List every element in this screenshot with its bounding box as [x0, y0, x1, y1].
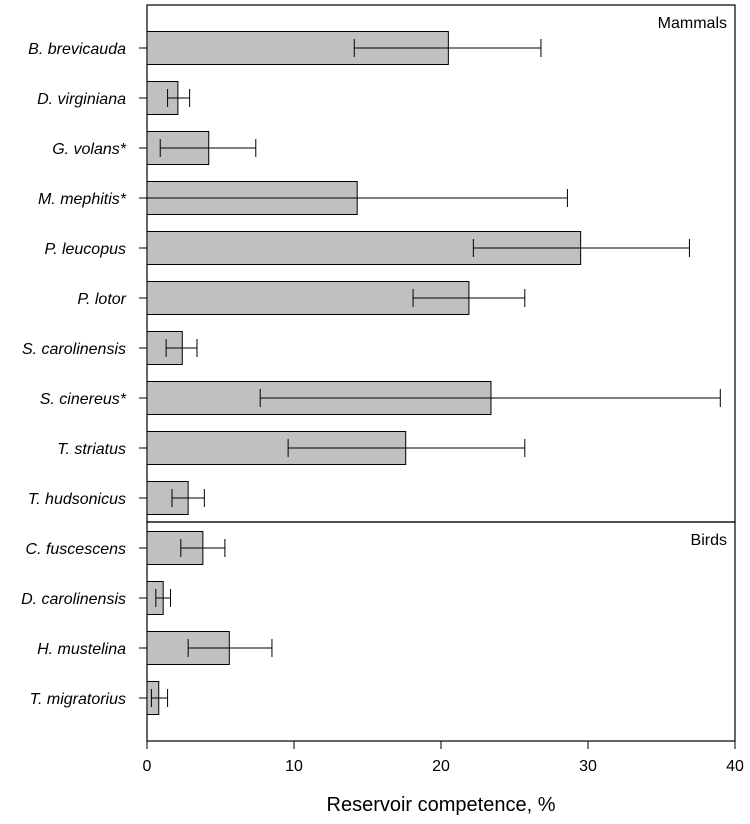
- panel-label-birds: Birds: [691, 532, 727, 549]
- category-labels: B. brevicauda D. virginiana G. volans* M. m…: [21, 41, 147, 708]
- error-bars: [146, 39, 721, 707]
- x-axis-label: Reservoir competence, %: [327, 794, 556, 816]
- bars: [146, 31, 582, 715]
- category-label-p-leucopus: P. leucopus: [44, 241, 126, 258]
- category-label-m-mephitis: M. mephitis*: [38, 191, 127, 208]
- category-label-s-carolinensis: S. carolinensis: [22, 341, 126, 358]
- x-axis: 0 10 20 30 40: [143, 741, 744, 775]
- x-tick-label-30: 30: [579, 758, 597, 775]
- x-tick-label-10: 10: [285, 758, 303, 775]
- category-label-c-fuscescens: C. fuscescens: [26, 541, 126, 558]
- category-label-p-lotor: P. lotor: [77, 291, 126, 308]
- category-label-b-brevicauda: B. brevicauda: [28, 41, 126, 58]
- panel-frame-birds: [146, 521, 736, 742]
- category-label-d-virginiana: D. virginiana: [37, 91, 126, 108]
- category-label-t-migratorius: T. migratorius: [30, 691, 126, 708]
- x-tick-label-0: 0: [143, 758, 152, 775]
- category-label-h-mustelina: H. mustelina: [37, 641, 126, 658]
- category-label-d-carolinensis: D. carolinensis: [21, 591, 126, 608]
- x-tick-label-20: 20: [432, 758, 450, 775]
- category-label-s-cinereus: S. cinereus*: [40, 391, 127, 408]
- x-tick-label-40: 40: [726, 758, 744, 775]
- category-label-t-striatus: T. striatus: [57, 441, 126, 458]
- panel-label-mammals: Mammals: [658, 15, 727, 32]
- category-label-t-hudsonicus: T. hudsonicus: [28, 491, 126, 508]
- category-label-g-volans: G. volans*: [52, 141, 127, 158]
- panels: Mammals Birds: [146, 4, 736, 742]
